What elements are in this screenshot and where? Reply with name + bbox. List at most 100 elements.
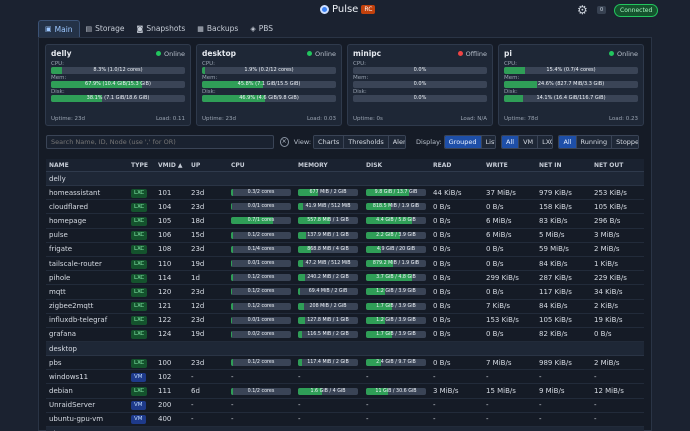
- guest-vmid: 121: [158, 302, 172, 311]
- guest-name: pihole: [49, 273, 71, 282]
- display-grouped-button[interactable]: Grouped: [444, 136, 482, 148]
- guest-net-in: 84 KiB/s: [539, 259, 568, 268]
- cpu-cell: 0.1/2 cores: [231, 302, 298, 310]
- table-row[interactable]: windows11 VM 102 - - - - - - - -: [46, 370, 644, 385]
- table-row[interactable]: UnraidServer VM 200 - - - - - - - -: [46, 399, 644, 413]
- guest-vmid: 106: [158, 231, 172, 240]
- disk-bar: 2.4 GiB / 9.7 GiB: [366, 359, 426, 367]
- guest-table: NAME TYPE VMID ▲ UP CPU MEMORY DISK READ WRITE NE…: [46, 159, 644, 431]
- guest-type-badge: LXC: [131, 273, 148, 283]
- column-header-mem[interactable]: MEMORY: [298, 161, 328, 169]
- node-card-footer: Uptime: 78d Load: 0.23: [504, 116, 638, 122]
- column-header-up[interactable]: UP: [191, 161, 201, 169]
- node-mem-bar: 24.6% (827.7 MiB/3.3 GiB): [504, 81, 638, 88]
- clear-search-button[interactable]: ×: [279, 137, 289, 147]
- tab-pbs[interactable]: ◈ PBS: [244, 20, 279, 37]
- column-header-read[interactable]: READ: [433, 161, 452, 169]
- type-vm-button[interactable]: VM: [519, 136, 539, 148]
- table-row[interactable]: tailscale-router LXC 110 19d 0.0/1 cores 47.2…: [46, 257, 644, 272]
- guest-write: -: [486, 372, 489, 381]
- table-row[interactable]: debian LXC 111 6d 0.1/2 cores 1.6 GiB / 4 GiB…: [46, 384, 644, 399]
- column-header-disk[interactable]: DISK: [366, 161, 383, 169]
- guest-uptime: 23d: [191, 358, 205, 367]
- table-row[interactable]: pihole LXC 114 1d 0.1/2 cores 240.2 MiB / 2 G…: [46, 271, 644, 286]
- table-row[interactable]: ubuntu-gpu-vm VM 400 - - - - - - - -: [46, 413, 644, 427]
- disk-text: 2.4 GiB / 9.7 GiB: [376, 360, 416, 366]
- table-row[interactable]: homeassistant LXC 101 23d 0.3/2 cores 677 MiB…: [46, 186, 644, 201]
- memory-cell: 677 MiB / 2 GiB: [298, 189, 366, 197]
- memory-bar: 47.2 MiB / 512 MiB: [298, 260, 358, 268]
- table-row[interactable]: influxdb-telegraf LXC 122 23d 0.0/1 cores 127…: [46, 314, 644, 328]
- view-alerts-button[interactable]: Alerts: [388, 136, 405, 148]
- guest-type-badge: LXC: [131, 316, 148, 326]
- guest-net-out: 3 MiB/s: [594, 231, 620, 240]
- state-running-button[interactable]: Running: [576, 136, 613, 148]
- guest-type-badge: LXC: [131, 302, 148, 312]
- node-group-pi[interactable]: pi: [46, 427, 644, 431]
- table-row[interactable]: zigbee2mqtt LXC 121 12d 0.1/2 cores 208 MiB /…: [46, 300, 644, 314]
- state-all-button[interactable]: All: [559, 136, 577, 148]
- node-group-delly[interactable]: delly: [46, 172, 644, 186]
- table-row[interactable]: frigate LXC 108 23d 0.1/4 cores 868.8 MiB / 4…: [46, 243, 644, 257]
- guest-vmid: 102: [158, 372, 172, 381]
- node-cpu-fill: [51, 67, 63, 74]
- column-header-write[interactable]: WRITE: [486, 161, 508, 169]
- memory-bar: 127.8 MiB / 1 GiB: [298, 316, 358, 324]
- disk-text: 1.7 GiB / 3.9 GiB: [376, 303, 416, 309]
- disk-text: 4.9 GiB / 20 GiB: [376, 246, 416, 252]
- memory-bar: 557.8 MiB / 1 GiB: [298, 217, 358, 225]
- table-row[interactable]: pbs LXC 100 23d 0.1/2 cores 117.4 MiB / 2 GiB…: [46, 356, 644, 371]
- view-charts-button[interactable]: Charts: [314, 136, 345, 148]
- cpu-fill: [231, 359, 233, 367]
- table-row[interactable]: grafana LXC 124 19d 0.0/2 cores 116.5 MiB / 2…: [46, 328, 644, 343]
- guest-name: homepage: [49, 216, 87, 225]
- camera-icon: ◙: [136, 24, 144, 33]
- tab-storage[interactable]: ▤ Storage: [80, 20, 131, 37]
- search-input[interactable]: [46, 135, 274, 149]
- column-header-cpu[interactable]: CPU: [231, 161, 245, 169]
- guest-net-in: 105 KiB/s: [539, 316, 572, 325]
- column-header-netin[interactable]: NET IN: [539, 161, 562, 169]
- disk-cell: -: [366, 372, 369, 381]
- node-group-desktop[interactable]: desktop: [46, 342, 644, 357]
- tab-snapshots[interactable]: ◙ Snapshots: [131, 20, 192, 37]
- type-all-button[interactable]: All: [502, 136, 520, 148]
- disk-cell: 1.2 GiB / 3.9 GiB: [366, 288, 433, 296]
- column-header-vmid[interactable]: VMID ▲: [158, 161, 183, 169]
- node-card-pi[interactable]: pi Online CPU: 15.4% (0.7/4 cores) Mem: 24.6%…: [498, 44, 644, 126]
- gear-icon[interactable]: ⚙: [577, 3, 588, 17]
- memory-bar: 208 MiB / 2 GiB: [298, 302, 358, 310]
- column-header-type[interactable]: TYPE: [131, 161, 148, 169]
- node-uptime: Uptime: 78d: [504, 116, 539, 122]
- display-list-button[interactable]: List: [481, 136, 496, 148]
- guest-vmid: 120: [158, 287, 172, 296]
- tab-backups[interactable]: ▦ Backups: [191, 20, 244, 37]
- memory-text: 557.8 MiB / 1 GiB: [307, 218, 349, 224]
- node-card-minipc[interactable]: minipc Offline CPU: 0.0% Mem: 0.0% Disk: 0.0% Up…: [347, 44, 493, 126]
- memory-text: 240.2 MiB / 2 GiB: [307, 275, 349, 281]
- memory-bar: 677 MiB / 2 GiB: [298, 189, 358, 197]
- table-row[interactable]: homepage LXC 105 18d 0.7/1 cores 557.8 MiB / …: [46, 214, 644, 229]
- type-lxc-button[interactable]: LXC: [538, 136, 553, 148]
- tab-main[interactable]: ▣ Main: [38, 20, 80, 37]
- cpu-cell: 0.1/2 cores: [231, 274, 298, 282]
- node-status-text: Online: [315, 49, 336, 58]
- memory-text: 677 MiB / 2 GiB: [309, 190, 347, 196]
- table-row[interactable]: pulse LXC 106 15d 0.1/2 cores 137.9 MiB / 1 G…: [46, 229, 644, 243]
- memory-fill: [298, 245, 311, 253]
- table-row[interactable]: cloudflared LXC 104 23d 0.0/1 cores 41.9 MiB …: [46, 200, 644, 215]
- node-card-delly[interactable]: delly Online CPU: 8.3% (1.0/12 cores) Mem: 67…: [45, 44, 191, 126]
- memory-text: 116.5 MiB / 2 GiB: [307, 331, 349, 337]
- column-header-netout[interactable]: NET OUT: [594, 161, 624, 169]
- state-stopped-button[interactable]: Stopped: [612, 136, 639, 148]
- column-header-name[interactable]: NAME: [49, 161, 69, 169]
- guest-vmid: 110: [158, 259, 172, 268]
- view-thresholds-button[interactable]: Thresholds: [344, 136, 389, 148]
- guest-type-badge: LXC: [131, 188, 148, 198]
- status-dot-icon: [457, 51, 463, 56]
- update-count-badge[interactable]: 0: [597, 6, 607, 14]
- node-card-desktop[interactable]: desktop Online CPU: 1.9% (0.2/12 cores) Mem:…: [196, 44, 342, 126]
- tab-label: Backups: [206, 24, 239, 33]
- table-row[interactable]: mqtt LXC 120 23d 0.1/2 cores 69.4 MiB / 2 GiB…: [46, 285, 644, 300]
- disk-fill: [366, 274, 413, 282]
